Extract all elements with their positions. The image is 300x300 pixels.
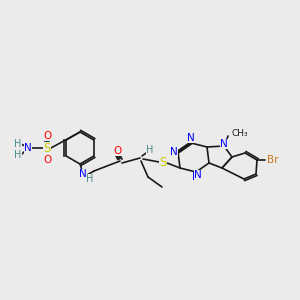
Text: N: N [24, 143, 32, 153]
Text: N: N [220, 139, 228, 149]
Text: O: O [43, 155, 51, 165]
Text: N: N [79, 169, 87, 179]
Text: O: O [114, 146, 122, 156]
Text: H: H [14, 150, 22, 160]
Text: S: S [159, 157, 167, 169]
Text: N: N [170, 147, 178, 157]
Text: Br: Br [267, 155, 279, 165]
Text: N: N [194, 170, 202, 180]
Text: H: H [146, 145, 154, 155]
Text: H: H [86, 174, 94, 184]
Text: H: H [14, 139, 22, 149]
Text: S: S [43, 142, 51, 154]
Text: N: N [187, 133, 195, 143]
Text: CH₃: CH₃ [231, 130, 247, 139]
Text: N: N [192, 172, 200, 182]
Text: O: O [43, 131, 51, 141]
